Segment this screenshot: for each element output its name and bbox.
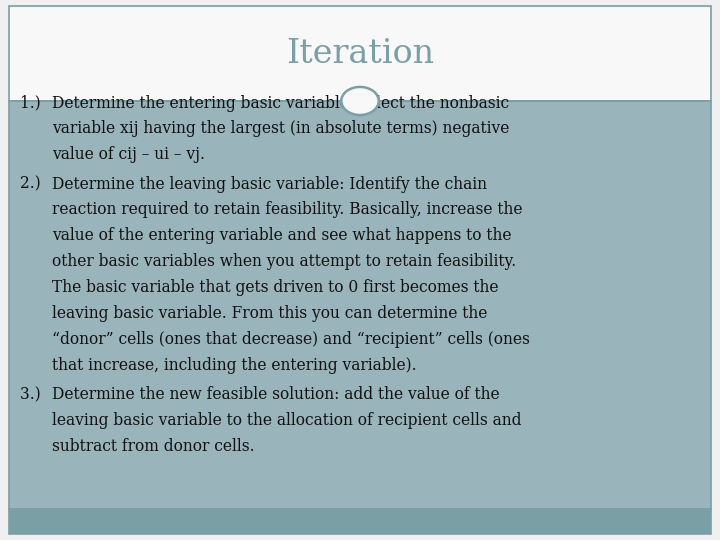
Text: leaving basic variable to the allocation of recipient cells and: leaving basic variable to the allocation…: [52, 412, 521, 429]
FancyBboxPatch shape: [9, 509, 711, 534]
FancyBboxPatch shape: [9, 6, 711, 101]
Text: 3.): 3.): [20, 386, 46, 403]
Text: 1.): 1.): [20, 94, 46, 111]
Text: 2.): 2.): [20, 176, 46, 192]
Text: Iteration: Iteration: [286, 38, 434, 70]
Text: value of cij – ui – vj.: value of cij – ui – vj.: [52, 146, 205, 163]
Text: subtract from donor cells.: subtract from donor cells.: [52, 438, 254, 455]
Text: leaving basic variable. From this you can determine the: leaving basic variable. From this you ca…: [52, 305, 487, 322]
Text: “donor” cells (ones that decrease) and “recipient” cells (ones: “donor” cells (ones that decrease) and “…: [52, 331, 530, 348]
Text: other basic variables when you attempt to retain feasibility.: other basic variables when you attempt t…: [52, 253, 516, 270]
Text: that increase, including the entering variable).: that increase, including the entering va…: [52, 357, 416, 374]
Text: value of the entering variable and see what happens to the: value of the entering variable and see w…: [52, 227, 511, 244]
Text: variable xij having the largest (in absolute terms) negative: variable xij having the largest (in abso…: [52, 120, 509, 137]
Text: reaction required to retain feasibility. Basically, increase the: reaction required to retain feasibility.…: [52, 201, 522, 218]
Circle shape: [341, 87, 379, 115]
Text: Determine the new feasible solution: add the value of the: Determine the new feasible solution: add…: [52, 386, 500, 403]
Text: The basic variable that gets driven to 0 first becomes the: The basic variable that gets driven to 0…: [52, 279, 498, 296]
FancyBboxPatch shape: [9, 101, 711, 509]
Text: Determine the entering basic variable: select the nonbasic: Determine the entering basic variable: s…: [52, 94, 509, 111]
Text: Determine the leaving basic variable: Identify the chain: Determine the leaving basic variable: Id…: [52, 176, 487, 192]
